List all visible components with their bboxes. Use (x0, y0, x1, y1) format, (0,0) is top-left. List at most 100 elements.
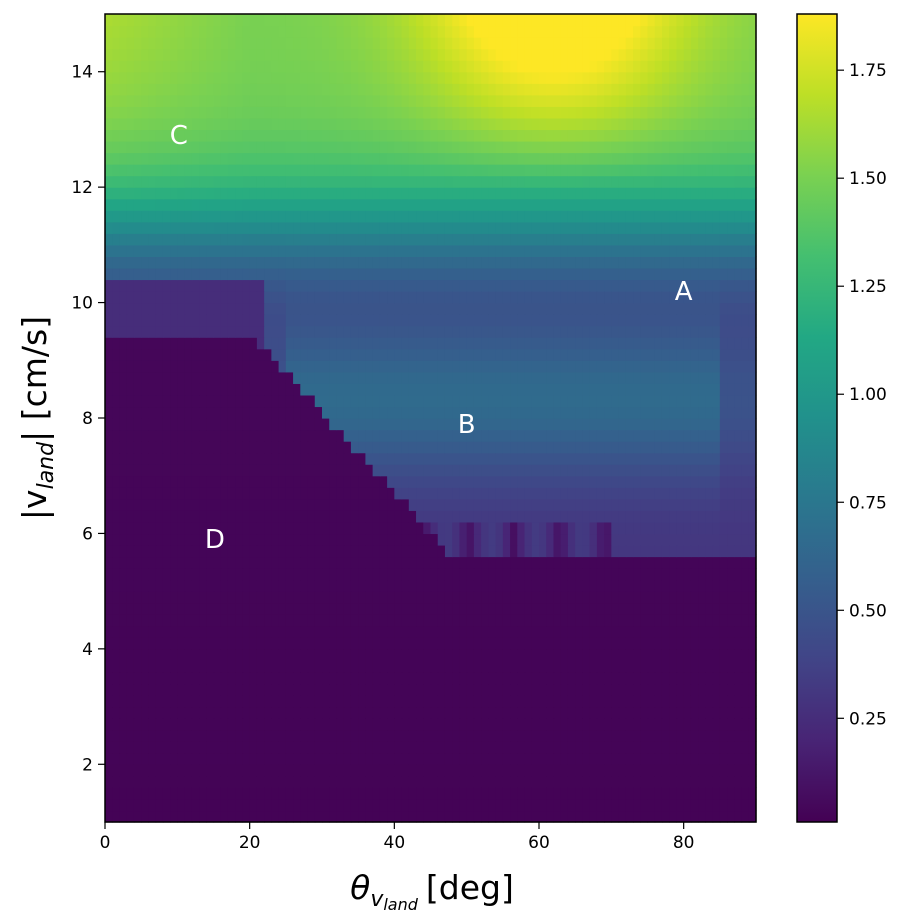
heatmap-cell (264, 441, 272, 454)
heatmap-cell (510, 729, 518, 742)
heatmap-cell (293, 233, 301, 246)
heatmap-cell (676, 718, 685, 731)
heatmap-cell (539, 671, 547, 685)
heatmap-cell (336, 556, 345, 569)
heatmap-cell (423, 267, 432, 281)
heatmap-cell (358, 568, 366, 581)
heatmap-cell (401, 544, 410, 558)
heatmap-cell (271, 487, 280, 500)
heatmap-cell (162, 729, 171, 742)
heatmap-cell (162, 614, 171, 627)
heatmap-cell (633, 775, 641, 788)
heatmap-cell (365, 695, 374, 708)
heatmap-cell (249, 706, 258, 719)
heatmap-cell (249, 279, 258, 292)
heatmap-cell (170, 267, 178, 281)
heatmap-cell (126, 233, 135, 246)
heatmap-cell (358, 521, 366, 535)
heatmap-cell (199, 221, 207, 234)
heatmap-cell (452, 764, 461, 777)
heatmap-cell (633, 521, 641, 535)
heatmap-cell (314, 810, 323, 823)
heatmap-cell (705, 660, 714, 673)
heatmap-cell (416, 452, 424, 465)
heatmap-cell (227, 371, 236, 384)
heatmap-cell (119, 394, 128, 408)
heatmap-cell (213, 752, 222, 765)
heatmap-cell (510, 418, 518, 431)
heatmap-cell (560, 441, 569, 454)
heatmap-cell (553, 671, 562, 685)
heatmap-cell (654, 187, 663, 200)
heatmap-cell (517, 360, 526, 373)
heatmap-cell (300, 671, 309, 685)
heatmap-cell (625, 452, 634, 465)
heatmap-cell (350, 256, 359, 269)
heatmap-cell (249, 429, 258, 442)
heatmap-cell (119, 798, 128, 812)
heatmap-cell (112, 348, 121, 361)
heatmap-cell (553, 337, 562, 350)
heatmap-cell (401, 533, 410, 546)
heatmap-cell (669, 256, 678, 269)
heatmap-cell (227, 741, 236, 754)
heatmap-cell (589, 383, 598, 396)
heatmap-cell (676, 475, 685, 488)
heatmap-cell (495, 441, 504, 454)
heatmap-cell (741, 787, 750, 800)
heatmap-cell (437, 394, 446, 408)
heatmap-cell (647, 302, 656, 315)
heatmap-cell (365, 556, 374, 569)
heatmap-cell (690, 602, 699, 615)
heatmap-cell (669, 798, 678, 812)
heatmap-cell (553, 487, 562, 500)
heatmap-cell (119, 279, 128, 292)
heatmap-cell (582, 706, 591, 719)
heatmap-cell (191, 787, 200, 800)
heatmap-cell (611, 314, 620, 327)
heatmap-cell (495, 695, 504, 708)
heatmap-cell (698, 441, 706, 454)
heatmap-cell (177, 498, 186, 511)
heatmap-cell (423, 487, 432, 500)
heatmap-cell (727, 752, 735, 765)
heatmap-cell (170, 244, 178, 257)
heatmap-cell (300, 337, 309, 350)
heatmap-cell (524, 279, 533, 292)
heatmap-cell (633, 429, 641, 442)
heatmap-cell (416, 371, 424, 384)
heatmap-cell (553, 544, 562, 558)
heatmap-cell (235, 233, 244, 246)
heatmap-cell (184, 371, 193, 384)
heatmap-cell (517, 568, 526, 581)
heatmap-cell (191, 406, 200, 419)
heatmap-cell (430, 787, 439, 800)
heatmap-cell (293, 683, 301, 696)
heatmap-cell (322, 533, 330, 546)
heatmap-cell (300, 556, 309, 569)
heatmap-cell (401, 521, 410, 535)
heatmap-cell (481, 787, 489, 800)
heatmap-cell (596, 706, 605, 719)
heatmap-cell (719, 256, 728, 269)
heatmap-cell (517, 429, 526, 442)
heatmap-cell (293, 695, 301, 708)
heatmap-cell (408, 775, 417, 788)
heatmap-cell (119, 521, 128, 535)
heatmap-cell (155, 198, 164, 211)
heatmap-cell (394, 579, 403, 592)
heatmap-cell (394, 810, 403, 823)
heatmap-cell (329, 764, 338, 777)
heatmap-cell (517, 383, 526, 396)
heatmap-cell (698, 452, 706, 465)
heatmap-cell (314, 383, 323, 396)
heatmap-cell (336, 544, 345, 558)
heatmap-cell (350, 441, 359, 454)
heatmap-cell (589, 683, 598, 696)
heatmap-cell (539, 452, 547, 465)
heatmap-cell (220, 487, 229, 500)
heatmap-cell (481, 360, 489, 373)
heatmap-cell (227, 683, 236, 696)
heatmap-cell (698, 614, 706, 627)
heatmap-cell (235, 337, 244, 350)
